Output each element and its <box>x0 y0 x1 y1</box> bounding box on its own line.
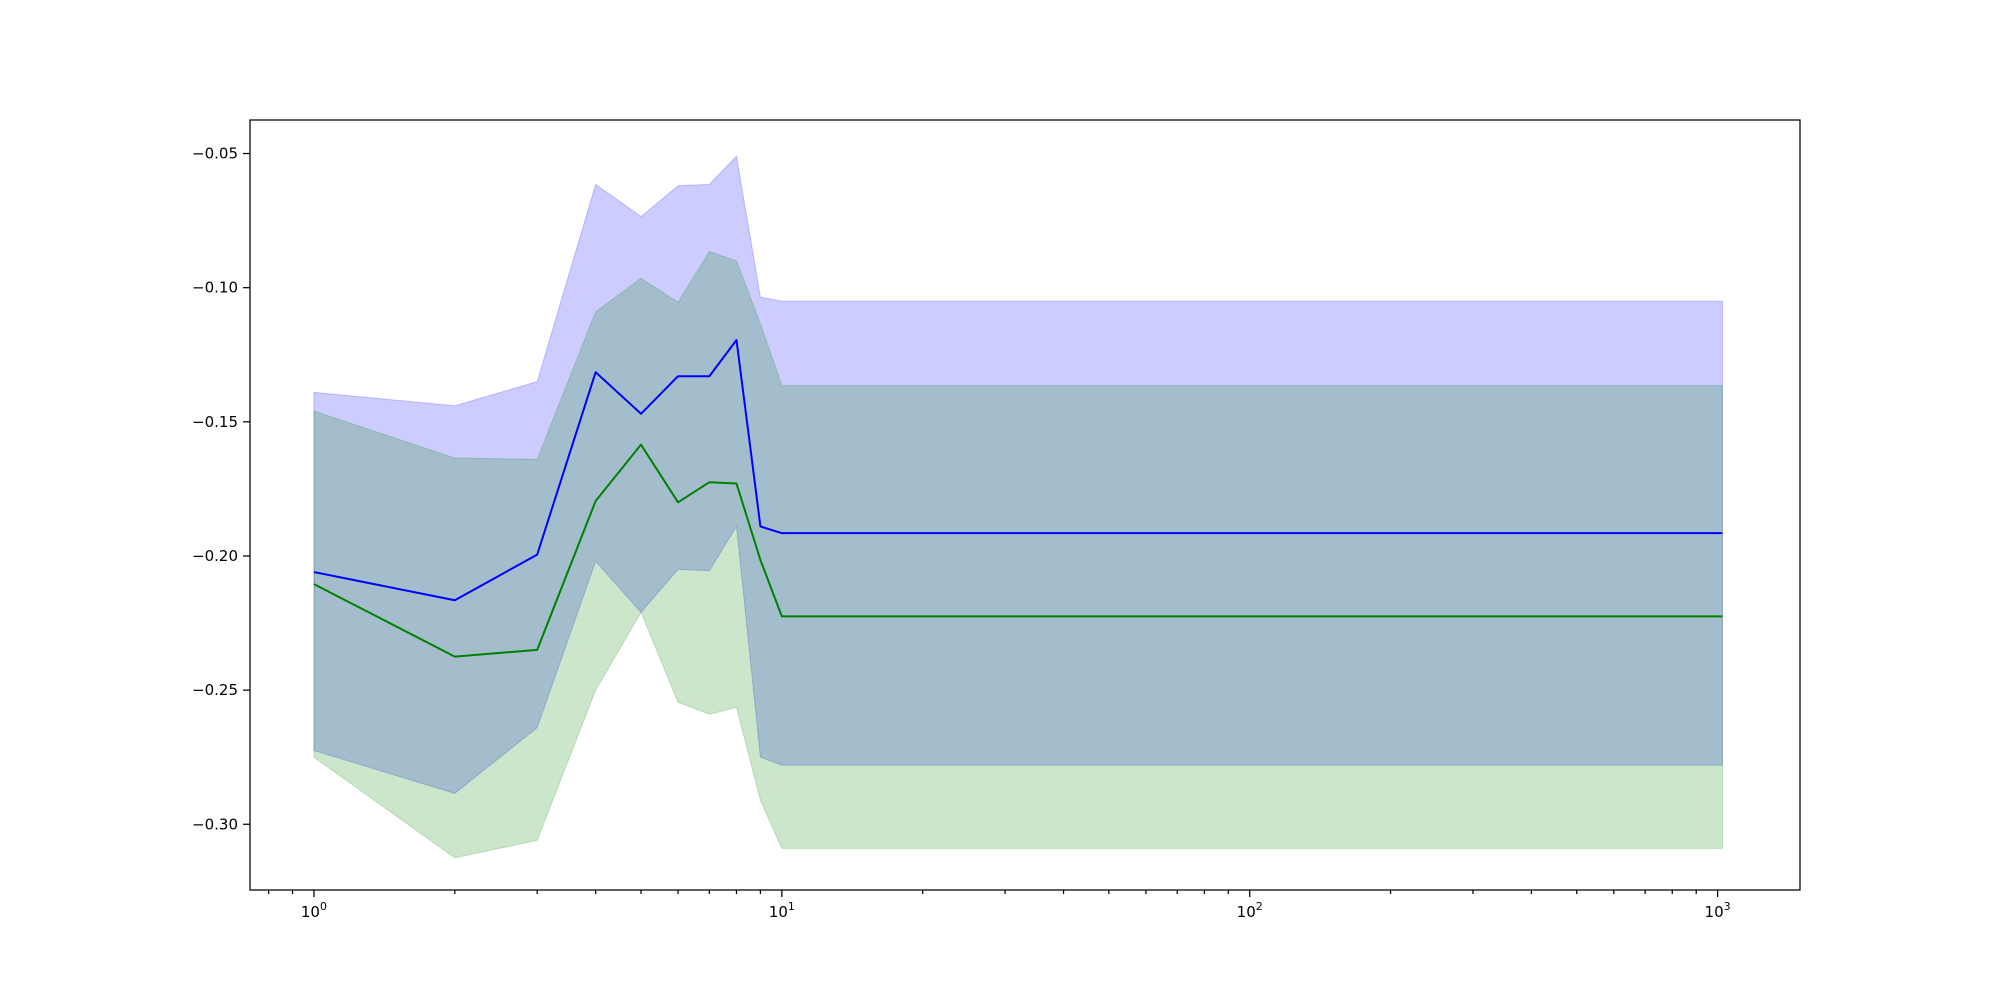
series-lines <box>313 339 1723 658</box>
plot-area-frame <box>249 119 1801 891</box>
x-axis: 100 101 102 103 <box>267 890 1731 921</box>
x-tick-label: 101 <box>769 900 795 921</box>
x-tick-label: 100 <box>301 900 327 921</box>
confidence-bands <box>313 155 1723 859</box>
x-tick-label: 103 <box>1705 900 1731 921</box>
x-tick-label: 102 <box>1237 900 1263 921</box>
y-tick-label: −0.15 <box>192 413 238 431</box>
y-tick-label: −0.20 <box>192 547 238 565</box>
y-tick-label: −0.25 <box>192 681 238 699</box>
series-1-line <box>313 339 1723 602</box>
series-1-band <box>313 155 1723 794</box>
series-2-line <box>313 443 1723 658</box>
y-axis: −0.05 −0.10 −0.15 −0.20 −0.25 −0.30 <box>192 145 250 833</box>
y-tick-label: −0.10 <box>192 279 238 297</box>
series-2-band <box>313 250 1723 859</box>
y-tick-label: −0.30 <box>192 815 238 833</box>
y-tick-label: −0.05 <box>192 145 238 163</box>
